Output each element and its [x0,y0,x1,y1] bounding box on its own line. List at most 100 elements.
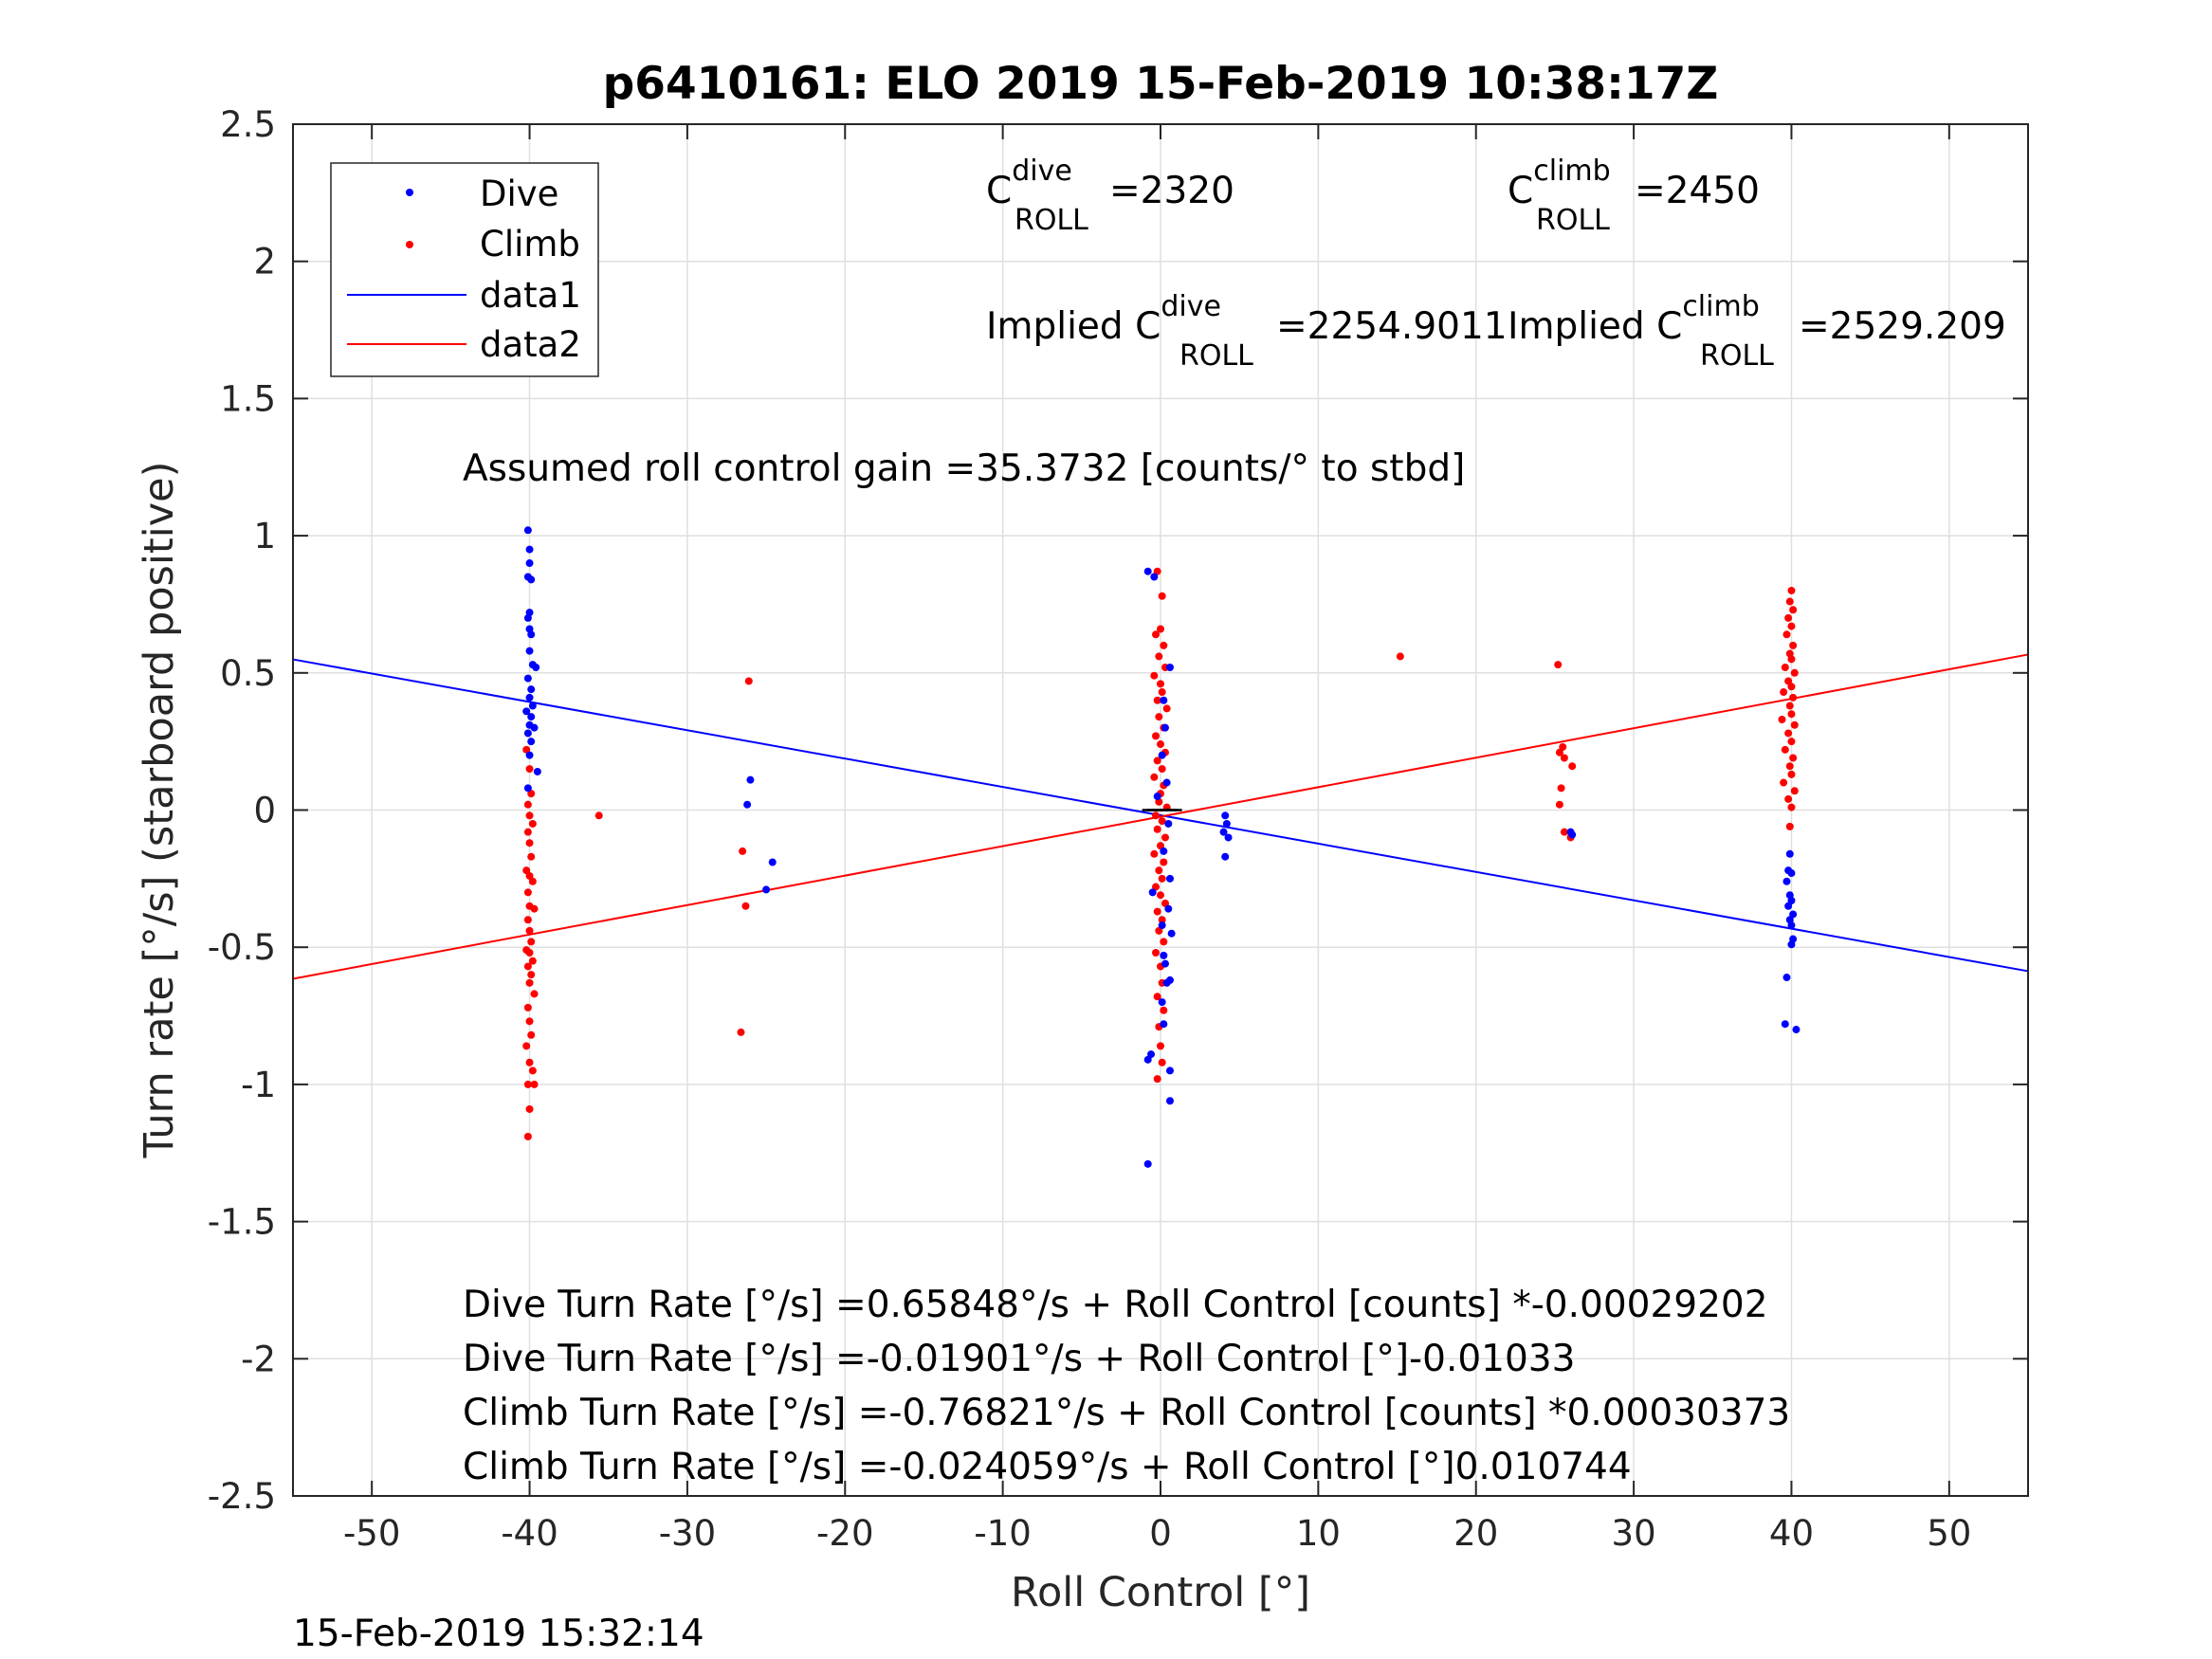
climb-point [530,904,539,913]
climb-point [1158,688,1166,697]
y-tick-label: 2.5 [220,104,276,145]
climb-point [1150,849,1159,858]
climb-point [1784,613,1793,622]
x-tick-label: 10 [1296,1513,1341,1554]
climb-point [1153,696,1161,704]
climb-point [528,1066,537,1075]
dive-point [1160,847,1168,855]
climb-point [1157,1042,1164,1050]
fit-line-data2 [292,653,2029,980]
dive-point [1147,1050,1156,1059]
dive-point [523,784,532,793]
climb-point [1152,883,1161,891]
legend-box [330,162,599,377]
climb-point [1787,803,1796,811]
climb-point [1153,907,1161,916]
y-tick-label: 0.5 [220,653,276,694]
climb-point [530,990,539,998]
climb-point [1790,787,1799,795]
climb-point [1778,715,1786,723]
data-layer [292,526,2029,1168]
climb-point [1157,625,1164,633]
climb-point [1152,732,1161,740]
climb-point [1784,729,1793,738]
dive-point [532,664,540,672]
dive-point [528,702,537,710]
climb-point [525,839,534,848]
climb-point [1790,668,1799,677]
legend: Dive Climb data1 data2 [330,162,599,377]
legend-label-data1: data1 [480,275,581,316]
climb-point [1787,655,1796,664]
dive-point [527,738,536,746]
dive-point [1161,959,1169,968]
climb-point [525,1104,534,1113]
climb-point [527,790,536,798]
climb-point [525,1017,534,1026]
climb-point [1158,1058,1166,1066]
dive-point [525,545,534,554]
climb-point [523,1003,532,1012]
climb-point [1557,784,1565,793]
dive-point [1164,904,1173,913]
dive-point [1782,877,1791,885]
climb-point [1790,720,1799,729]
climb-point [1780,688,1788,697]
climb-point [1785,702,1794,710]
dive-point [523,613,532,622]
dive-point [1568,830,1577,839]
c-roll-climb-base: C [1508,170,1533,212]
dive-point [1160,1020,1168,1029]
chart-title: p6410161: ELO 2019 15-Feb-2019 10:38:17Z [603,58,1719,110]
y-tick-label: 1.5 [220,378,276,419]
climb-point [1787,683,1796,691]
dive-point [1150,573,1159,581]
climb-point [1153,757,1161,765]
dive-point [1787,940,1796,949]
x-tick-label: 30 [1612,1513,1656,1554]
implied-dive-prefix: Implied C [986,305,1161,348]
climb-point [1782,630,1791,639]
climb-point [1784,794,1793,803]
implied-climb-sub: ROLL [1700,339,1774,373]
dive-point [1221,852,1230,861]
dive-point [1219,828,1228,836]
gain-annotation: Assumed roll control gain =35.3732 [coun… [463,447,1465,490]
dive-point [1162,978,1171,987]
dive-point [525,693,534,702]
dive-point [523,526,532,535]
climb-point [1787,738,1796,746]
dive-point [1164,819,1173,828]
y-tick-label: -2 [241,1339,276,1379]
climb-point [1153,993,1161,1001]
x-tick-label: -30 [659,1513,716,1554]
legend-label-data2: data2 [480,324,581,365]
climb-point [1785,822,1794,830]
climb-point [527,971,536,979]
climb-point [1787,770,1796,778]
climb-point [1781,664,1789,672]
climb-point [1560,754,1568,762]
climb-point [523,888,532,897]
climb-point [1150,671,1159,680]
climb-point [1153,567,1161,575]
y-tick-label: -2.5 [208,1476,276,1517]
climb-point [1158,874,1166,883]
climb-point [1781,745,1789,754]
dive-point [1153,793,1161,801]
dive-point [1167,929,1176,938]
climb-point [739,847,747,855]
climb-point [523,1080,532,1088]
climb-point [1560,828,1568,836]
legend-label-dive: Dive [480,173,558,214]
climb-point [1157,740,1164,749]
climb-point [525,1058,534,1066]
ticks: -50 -40 -30 -20 -10 0 10 20 30 40 50-2.5-2-1.5-1-0… [208,104,2028,1554]
climb-point [1160,1006,1168,1014]
implied-climb-sup: climb [1682,290,1759,323]
implied-climb-annotation: Implied Cclimb ROLL =2529.209 [1508,290,2006,373]
implied-dive-annotation: Implied Cdive ROLL =2254.9011 [986,290,1508,373]
climb-point [1157,842,1164,850]
implied-climb-prefix: Implied C [1508,305,1682,348]
climb-point [1780,778,1788,787]
